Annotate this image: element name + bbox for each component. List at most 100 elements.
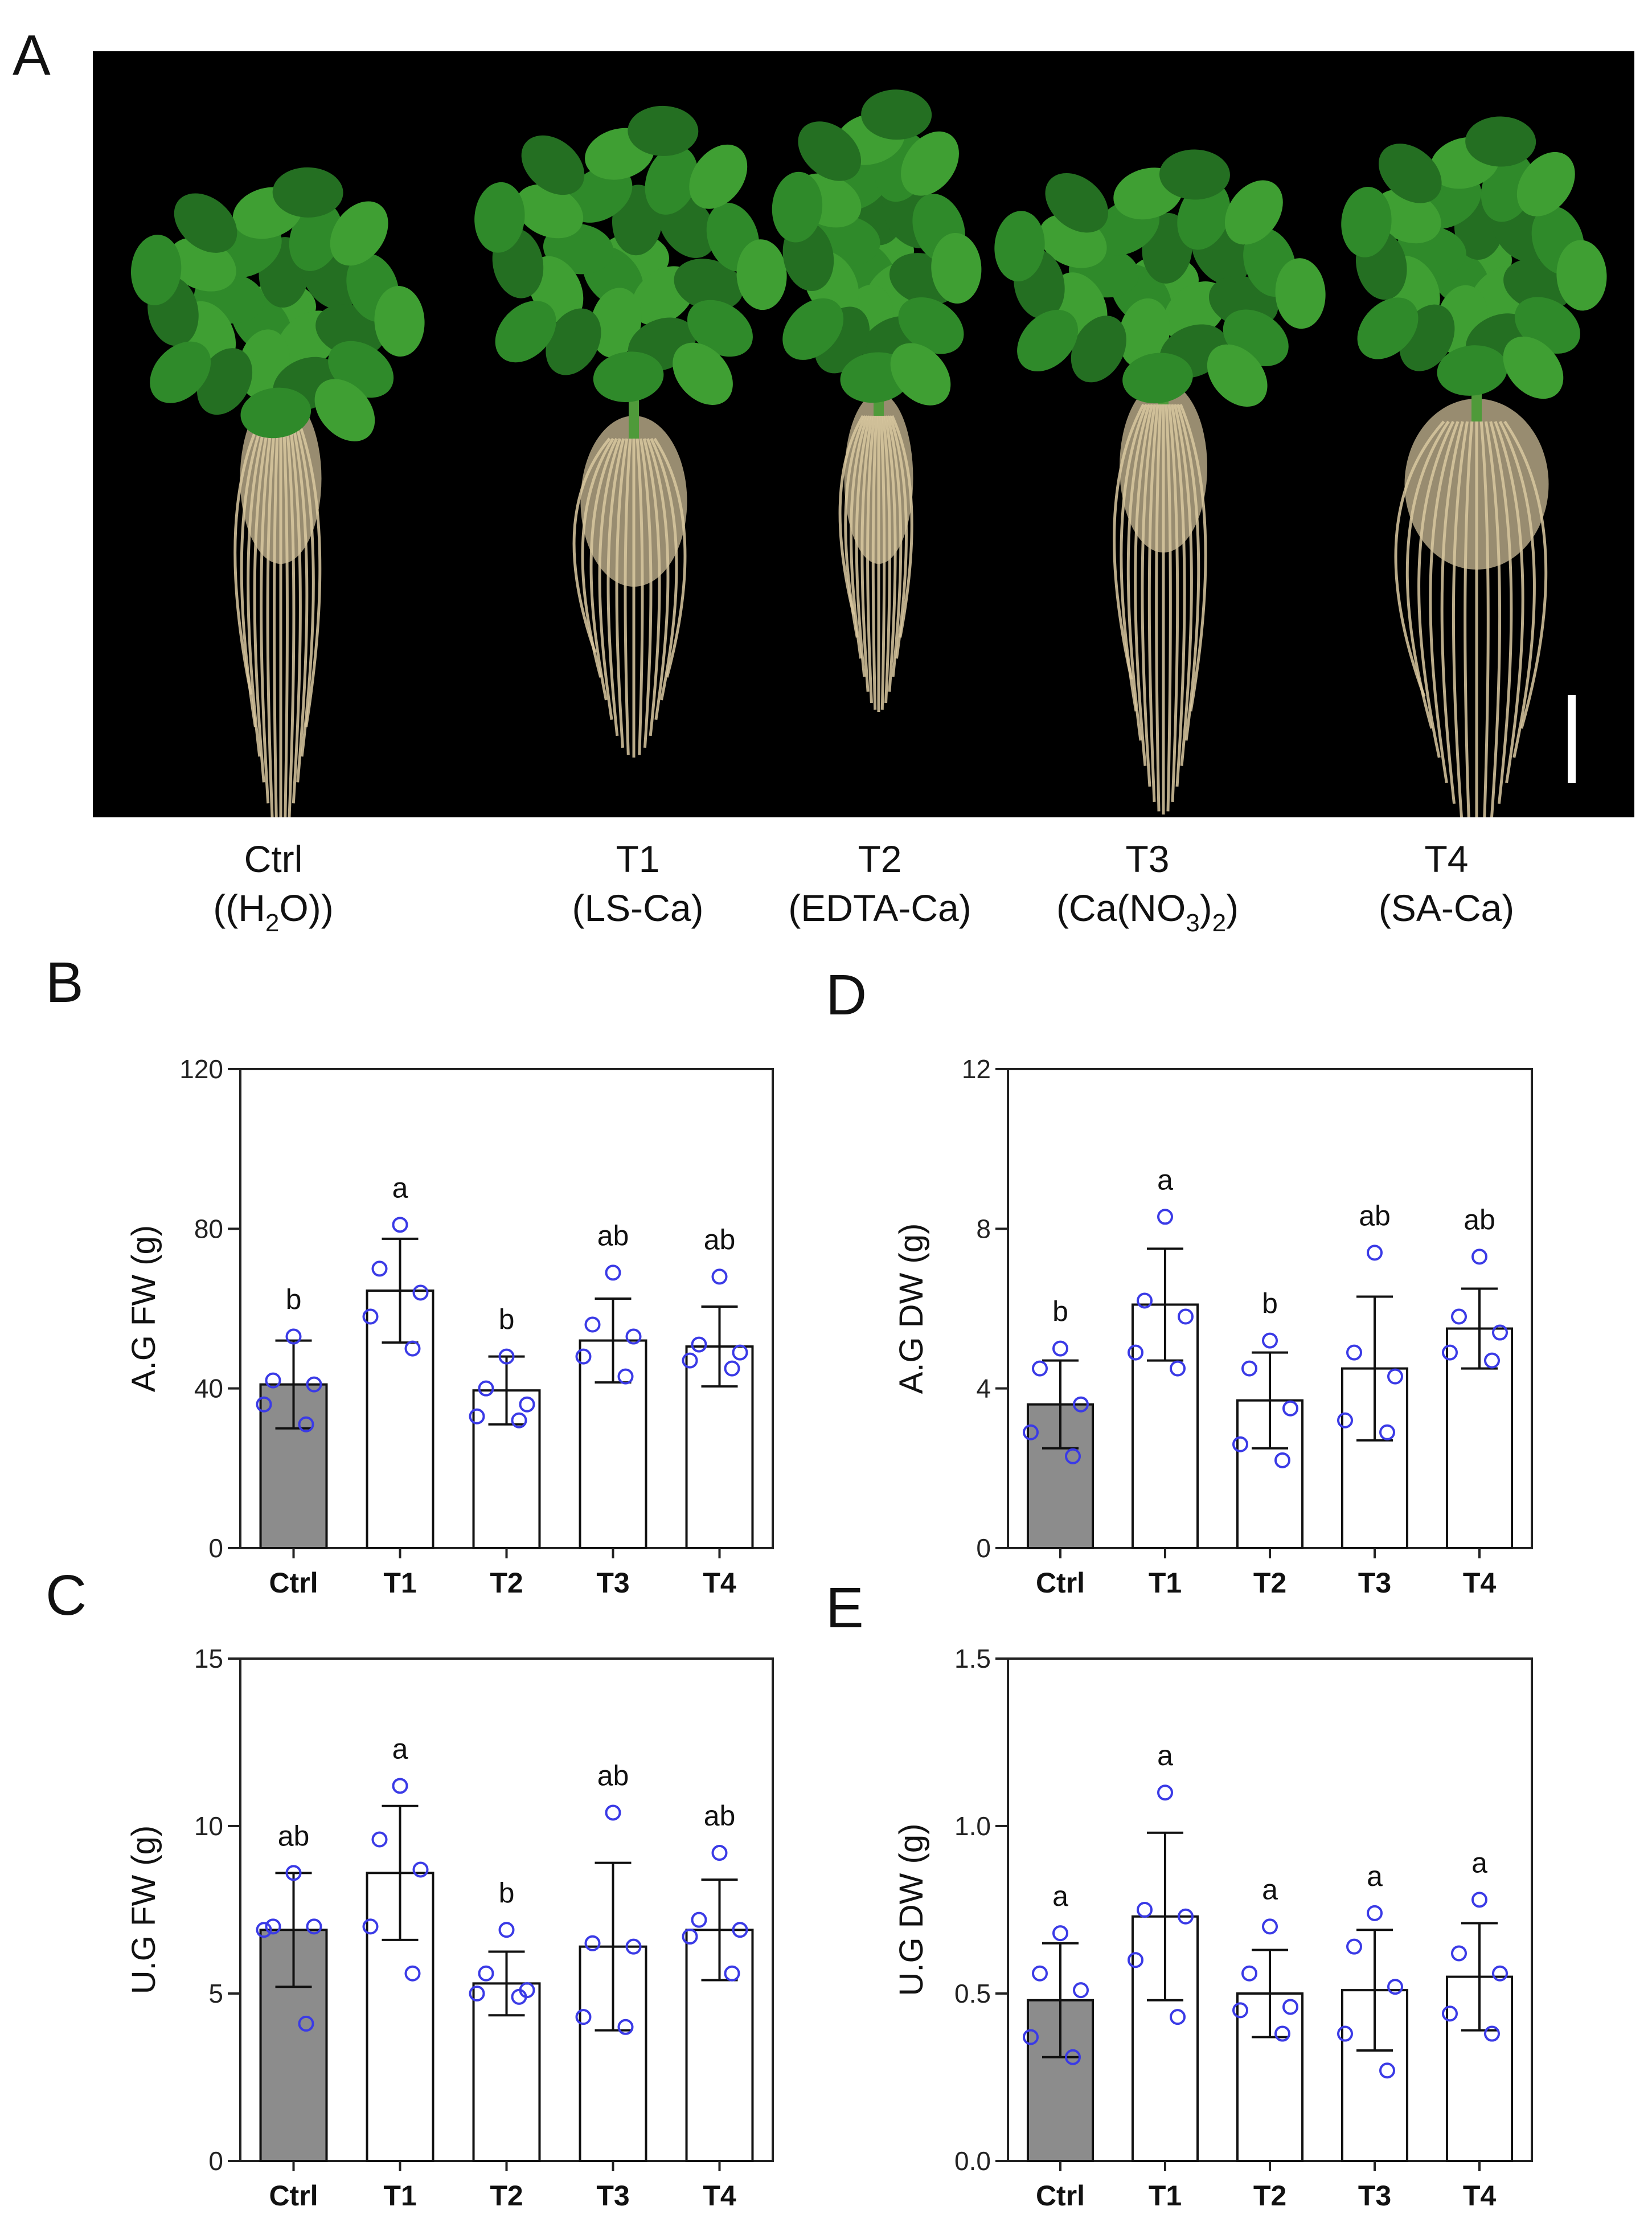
data-point [498,1348,515,1365]
data-point [711,1268,728,1285]
x-tick-label: T3 [1358,2180,1391,2212]
data-point [1023,1424,1039,1440]
significance-letter: ab [704,1223,736,1255]
significance-letter: a [1262,1873,1278,1905]
significance-letter: ab [597,1759,629,1791]
y-axis-label: A.G FW (g) [125,1225,162,1392]
data-point [1346,1344,1362,1361]
y-axis-label: U.G FW (g) [125,1825,162,1994]
data-point [1442,1344,1458,1361]
data-point [1367,1245,1383,1261]
data-point [1337,2025,1353,2042]
x-tick-label: Ctrl [1036,2180,1085,2212]
data-point [1274,2025,1290,2042]
x-tick-label: Ctrl [1036,1567,1085,1599]
x-tick-label: T4 [1463,1567,1497,1599]
significance-letter: a [1471,1847,1487,1878]
data-point [575,2009,592,2025]
chart-panel-e: 0.0 0.5 1.0 1.5 U.G DW (g) a Ctrl a T1 a T2 a T3 a T4 [893,1644,1533,2212]
data-point [1274,1452,1290,1468]
data-point [1442,2005,1458,2022]
x-tick-label: T3 [1358,1567,1391,1599]
data-point [1471,1892,1487,1908]
data-point [1451,1945,1467,1962]
data-point [306,1376,322,1393]
group-label-t4: T4 (SA-Ca) [1378,838,1515,929]
data-point [1484,2025,1500,2042]
y-tick-label: 0 [976,1533,991,1563]
data-point [1052,1340,1068,1357]
data-point [1128,1344,1143,1361]
error-bar-t1 [1147,1247,1183,1362]
data-point [1137,1292,1153,1309]
significance-letter: ab [1464,1204,1495,1235]
data-point [362,1918,379,1935]
chart-panel-c: 0 5 10 15 U.G FW (g) ab Ctrl a T1 b T2 ab T3 ab T4 [125,1644,774,2212]
data-point [575,1348,592,1365]
y-tick-label: 5 [208,1979,223,2008]
error-bar-ctrl [275,1872,312,1988]
data-point [1379,2062,1395,2079]
data-point [511,1412,527,1428]
data-point [1451,1308,1467,1325]
significance-letter: b [1052,1296,1068,1328]
data-point [285,1328,302,1345]
data-point [519,1396,535,1413]
data-point [691,1911,707,1928]
error-bar-t3 [1356,1929,1393,2052]
plant-photograph [93,51,1634,817]
error-bar-t4 [1461,1287,1498,1370]
data-point [371,1260,388,1277]
data-point [1492,1965,1508,1982]
plant-3 [994,149,1326,814]
error-bar-t3 [595,1861,632,2032]
x-tick-label: T1 [383,1567,416,1599]
error-bar-t1 [1147,1831,1183,2001]
data-point [1128,1952,1143,1968]
y-tick-label: 0 [208,2146,223,2176]
data-point [469,1408,485,1425]
data-point [1387,1368,1403,1385]
data-point [478,1965,494,1982]
data-point [1232,1436,1248,1452]
data-point [1073,1396,1089,1413]
data-point [711,1845,728,1861]
data-point [256,1396,272,1413]
data-point [1157,1209,1173,1225]
data-point [371,1831,388,1848]
data-point [1492,1324,1508,1341]
significance-letter: b [499,1877,515,1909]
data-point [404,1965,421,1982]
data-point [498,1922,515,1938]
group-label-t1: T1 (LS-Ca) [572,838,704,929]
data-point [265,1918,281,1935]
x-tick-label: T2 [1253,1567,1286,1599]
data-point [469,1986,485,2001]
data-point [1023,2029,1039,2045]
data-point [617,1368,634,1385]
error-bar-ctrl [1042,1942,1079,2058]
y-tick-label: 80 [194,1214,223,1243]
x-tick-label: T4 [703,1567,736,1599]
data-point [617,2019,634,2035]
data-point [1178,1308,1194,1325]
data-point [691,1336,707,1353]
panel-label-a: A [13,23,51,87]
y-tick-label: 0 [208,1533,223,1563]
chart-panel-d: 0 4 8 12 A.G DW (g) b Ctrl a T1 b T2 ab T3 ab T4 [893,1054,1533,1599]
data-point [1065,2049,1081,2065]
error-bar-t3 [1356,1295,1393,1442]
x-tick-label: T1 [1149,1567,1182,1599]
x-tick-label: T1 [383,2180,416,2212]
x-tick-label: Ctrl [269,2180,318,2212]
y-axis-label: U.G DW (g) [893,1824,930,1996]
x-tick-label: T2 [1253,2180,1286,2212]
data-point [1241,1965,1257,1982]
data-point [412,1284,429,1301]
data-point [732,1922,748,1938]
x-tick-label: T4 [1463,2180,1497,2212]
significance-letter: a [1052,1880,1068,1912]
panel-label-e: E [826,1576,864,1640]
x-tick-label: T4 [703,2180,736,2212]
